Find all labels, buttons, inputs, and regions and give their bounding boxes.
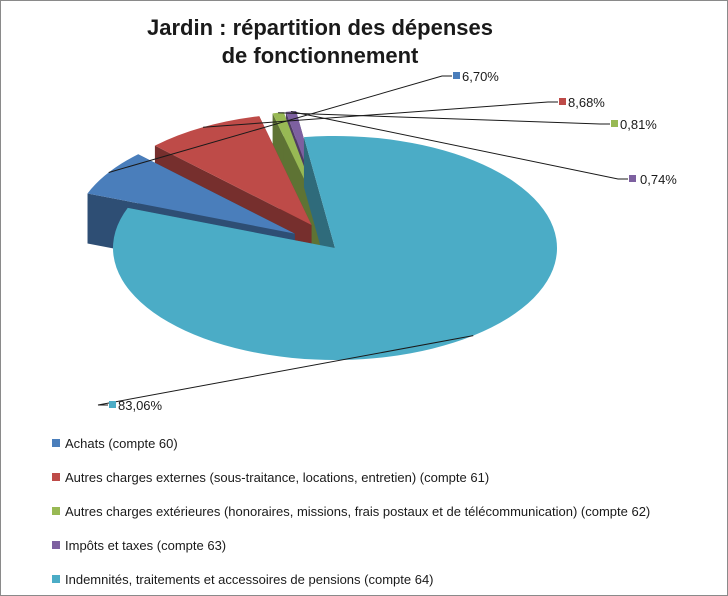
leader-line (278, 112, 610, 125)
data-label-swatch (611, 120, 618, 127)
slice-top (154, 116, 312, 225)
legend-label: Autres charges externes (sous-traitance,… (65, 469, 490, 485)
chart-title-line-1: Jardin : répartition des dépenses (147, 15, 493, 40)
data-label: 83,06% (118, 398, 163, 413)
legend-swatch (52, 439, 60, 447)
legend-item: Achats (compte 60) (52, 426, 650, 460)
legend-label: Achats (compte 60) (65, 435, 178, 451)
leader-line (108, 75, 452, 173)
legend-item: Autres charges extérieures (honoraires, … (52, 494, 650, 528)
chart-legend: Achats (compte 60) Autres charges extern… (52, 426, 650, 596)
leader-line (97, 335, 474, 406)
legend-swatch (52, 507, 60, 515)
data-label-swatch (629, 175, 636, 182)
leader-line (203, 101, 558, 128)
data-label: 6,70% (462, 69, 499, 84)
legend-label: Indemnités, traitements et accessoires d… (65, 571, 434, 587)
data-label: 8,68% (568, 95, 605, 110)
data-label-swatch (453, 72, 460, 79)
legend-item: Indemnités, traitements et accessoires d… (52, 562, 650, 596)
legend-item: Impôts et taxes (compte 63) (52, 528, 650, 562)
slice-top (112, 135, 558, 360)
data-label: 0,81% (620, 117, 657, 132)
chart-title: Jardin : répartition des dépenses de fon… (140, 14, 500, 70)
legend-swatch (52, 541, 60, 549)
legend-label: Impôts et taxes (compte 63) (65, 537, 227, 553)
legend-item: Autres charges externes (sous-traitance,… (52, 460, 650, 494)
pie-slice (112, 135, 558, 360)
data-label-swatch (109, 401, 116, 408)
legend-label: Autres charges extérieures (honoraires, … (65, 503, 651, 519)
data-label: 0,74% (640, 172, 677, 187)
data-label-swatch (559, 98, 566, 105)
leader-line (290, 110, 628, 180)
chart-title-line-2: de fonctionnement (221, 43, 419, 68)
legend-swatch (52, 575, 60, 583)
legend-swatch (52, 473, 60, 481)
slice-top (87, 154, 295, 234)
